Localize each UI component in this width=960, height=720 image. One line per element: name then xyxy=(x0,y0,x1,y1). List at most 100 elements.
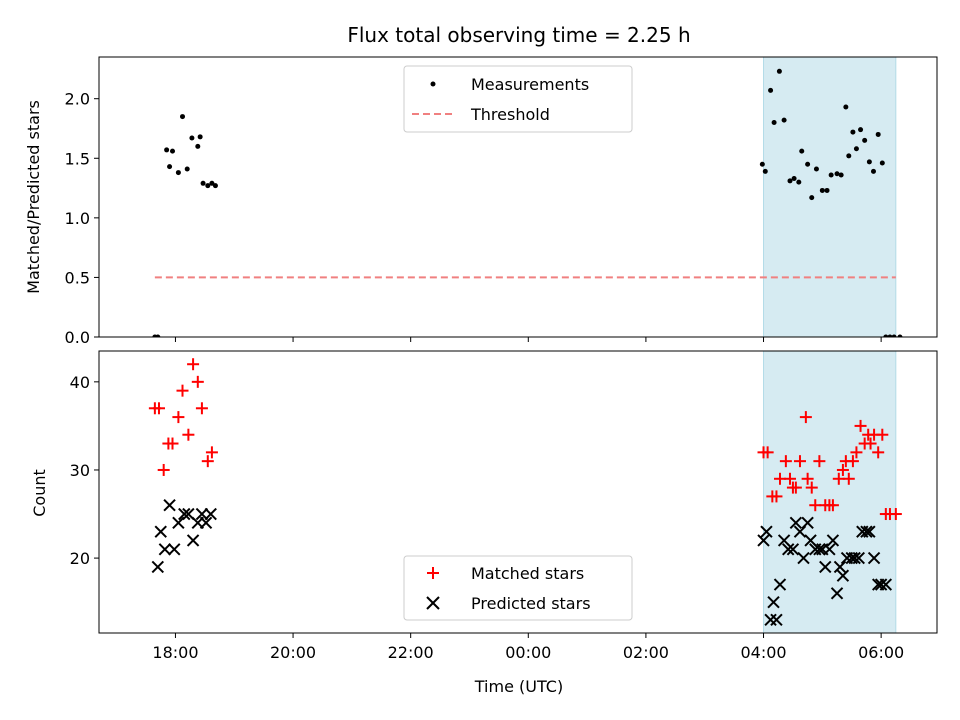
measurement-point xyxy=(819,187,825,193)
predicted-star-point xyxy=(867,551,881,565)
top-y-tick-label: 0.5 xyxy=(65,268,90,287)
matched-star-point xyxy=(872,446,885,459)
predicted-star-point xyxy=(826,534,840,547)
bottom-legend: Matched stars Predicted stars xyxy=(403,555,633,621)
matched-star-point xyxy=(836,463,849,476)
measurement-point xyxy=(155,334,161,337)
measurement-point xyxy=(875,131,881,137)
measurement-point xyxy=(170,148,176,154)
legend-matched-marker xyxy=(427,567,439,579)
x-tick-label: 18:00 xyxy=(152,643,198,662)
matched-star-point xyxy=(176,384,189,397)
top-axes-frame xyxy=(98,56,938,338)
legend-threshold-label: Threshold xyxy=(470,105,550,124)
measurement-point xyxy=(212,183,218,189)
predicted-star-point xyxy=(782,543,795,556)
matched-star-point xyxy=(842,472,855,485)
predicted-star-point xyxy=(852,551,865,565)
measurement-point xyxy=(787,178,793,184)
matched-star-point xyxy=(157,463,170,476)
predicted-star-point xyxy=(163,499,176,512)
measurement-point xyxy=(862,137,868,143)
matched-star-point xyxy=(799,411,812,424)
top-y-axis-label: Matched/Predicted stars xyxy=(24,100,43,294)
top-y-tick-label: 2.0 xyxy=(65,90,90,109)
top-plot-area xyxy=(152,68,903,337)
measurement-point xyxy=(809,195,815,201)
measurement-point xyxy=(843,104,849,110)
top-y-tick-label: 1.5 xyxy=(65,149,90,168)
measurement-point xyxy=(846,153,852,159)
matched-star-point xyxy=(779,455,792,468)
matched-star-point xyxy=(182,428,195,441)
measurement-point xyxy=(838,172,844,178)
measurement-point xyxy=(776,68,782,74)
predicted-star-point xyxy=(813,543,826,556)
predicted-star-point xyxy=(786,543,800,556)
predicted-star-point xyxy=(830,587,844,600)
predicted-star-point xyxy=(874,578,888,591)
predicted-star-point xyxy=(836,569,850,582)
matched-star-point xyxy=(201,455,214,468)
measurement-point xyxy=(189,135,195,141)
predicted-star-point xyxy=(158,543,172,556)
measurement-point xyxy=(175,170,181,176)
chart-title: Flux total observing time = 2.25 h xyxy=(347,23,690,47)
measurement-point xyxy=(759,161,765,167)
predicted-star-point xyxy=(767,595,780,609)
measurement-point xyxy=(791,176,797,182)
matched-star-point xyxy=(789,481,802,494)
measurement-point xyxy=(768,87,774,93)
matched-star-point xyxy=(195,402,208,415)
matched-star-point xyxy=(813,455,826,468)
matched-star-point xyxy=(793,455,806,468)
measurement-point xyxy=(184,166,190,172)
measurement-point xyxy=(879,160,885,166)
predicted-star-point xyxy=(195,507,209,521)
measurement-point xyxy=(850,129,856,135)
matched-star-point xyxy=(191,375,204,388)
x-tick-label: 00:00 xyxy=(505,643,551,662)
x-tick-label: 04:00 xyxy=(740,643,786,662)
x-tick-label: 06:00 xyxy=(858,643,904,662)
predicted-star-point xyxy=(204,507,217,521)
predicted-star-point xyxy=(178,507,191,521)
measurement-point xyxy=(167,164,173,170)
matched-star-point xyxy=(152,402,165,415)
top-highlight-span xyxy=(763,56,897,338)
measurement-point xyxy=(853,146,859,152)
predicted-star-point xyxy=(186,534,200,547)
matched-star-point xyxy=(187,358,200,371)
measurement-point xyxy=(197,134,203,140)
measurement-point xyxy=(796,179,802,185)
measurement-point xyxy=(813,166,819,172)
legend-measurements-marker xyxy=(430,81,436,87)
top-y-tick-label: 0.0 xyxy=(65,328,90,347)
measurement-point xyxy=(762,168,768,174)
legend-predicted-label: Predicted stars xyxy=(471,594,591,613)
measurement-point xyxy=(205,183,211,189)
bottom-y-axis-label: Count xyxy=(30,469,49,517)
top-panel: 0.0 0.5 1.0 1.5 2.0 xyxy=(65,56,938,347)
matched-star-point xyxy=(801,472,814,485)
bottom-y-tick-label: 30 xyxy=(70,461,90,480)
matched-star-point xyxy=(166,437,179,450)
matched-star-point xyxy=(864,437,877,450)
predicted-star-point xyxy=(199,516,213,530)
predicted-star-point xyxy=(797,551,810,565)
matched-star-point xyxy=(805,481,818,494)
predicted-star-point xyxy=(760,525,773,538)
measurement-point xyxy=(195,143,201,149)
predicted-star-point xyxy=(764,613,777,626)
x-tick-label: 02:00 xyxy=(623,643,669,662)
measurement-point xyxy=(870,168,876,174)
bottom-y-tick-label: 20 xyxy=(70,549,90,568)
predicted-star-point xyxy=(801,516,814,530)
bottom-axes-frame xyxy=(98,350,938,634)
predicted-star-point xyxy=(172,516,185,530)
predicted-star-point xyxy=(823,543,836,556)
measurement-point xyxy=(897,334,903,337)
matched-star-point xyxy=(172,411,185,424)
measurement-point xyxy=(834,171,840,177)
measurement-point xyxy=(799,148,805,154)
